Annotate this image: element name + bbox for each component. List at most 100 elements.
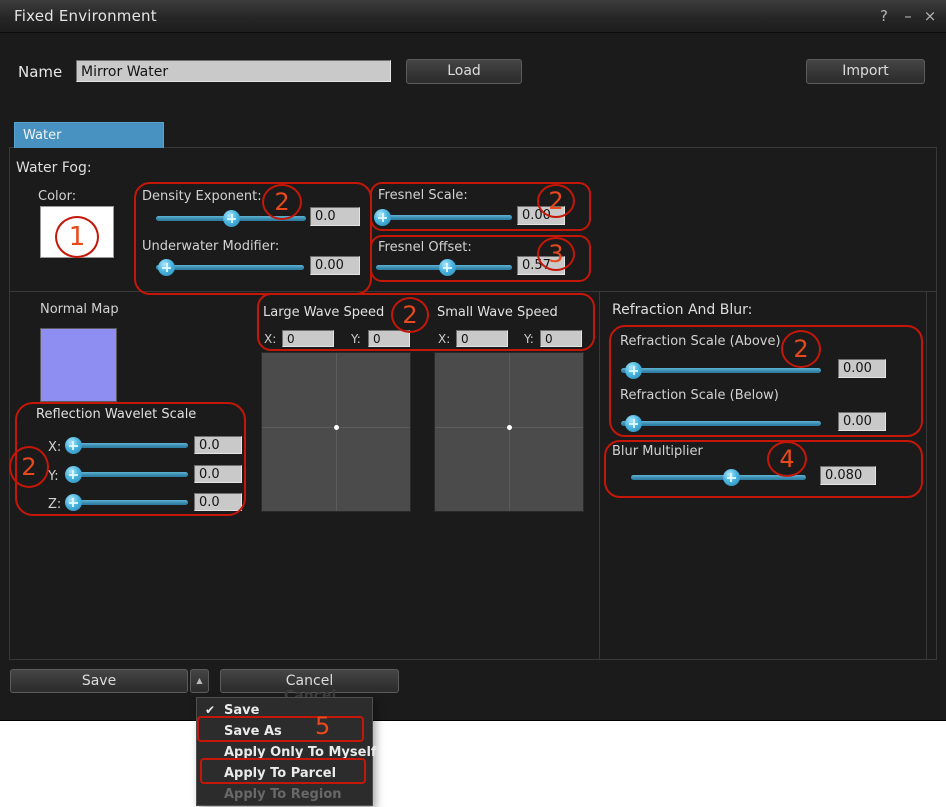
close-icon[interactable]: ×	[923, 7, 937, 25]
wavelet-x-value[interactable]: 0.0	[194, 436, 242, 454]
load-button[interactable]: Load	[406, 59, 522, 84]
wavelet-y-label: Y:	[48, 469, 59, 484]
refraction-below-slider-track[interactable]	[621, 421, 821, 426]
wavelet-y-slider-track[interactable]	[66, 472, 188, 477]
refraction-above-slider-handle[interactable]	[625, 362, 642, 379]
large-wave-x-value[interactable]: 0	[282, 330, 334, 347]
blur-multiplier-slider	[631, 469, 806, 486]
save-flyout-button[interactable]: ▲	[190, 669, 209, 693]
refraction-above-slider-track[interactable]	[621, 368, 821, 373]
normal-map-label: Normal Map	[40, 302, 119, 317]
name-label: Name	[18, 63, 63, 81]
menu-item-save-as[interactable]: Save As	[197, 721, 372, 742]
wavelet-z-slider	[64, 494, 188, 511]
menu-item-apply-only-to-myself[interactable]: Apply Only To Myself	[197, 742, 377, 763]
tab-water[interactable]: Water	[14, 122, 164, 148]
name-input[interactable]	[76, 60, 391, 82]
underwater-modifier-slider-track[interactable]	[156, 265, 304, 270]
menu-item-save-as-label: Save As	[224, 724, 282, 739]
small-wave-x-label: X:	[438, 332, 451, 346]
refraction-section-label: Refraction And Blur:	[612, 302, 753, 318]
wavelet-x-label: X:	[48, 440, 62, 455]
small-wave-speed-pad[interactable]	[434, 352, 584, 512]
fresnel-scale-label: Fresnel Scale:	[378, 188, 468, 203]
menu-item-apply-to-parcel[interactable]: Apply To Parcel	[197, 763, 372, 784]
small-wave-y-value[interactable]: 0	[540, 330, 582, 347]
fresnel-scale-slider-track[interactable]	[376, 215, 512, 220]
wavelet-y-value[interactable]: 0.0	[194, 465, 242, 483]
density-exponent-slider-handle[interactable]	[223, 210, 240, 227]
titlebar: Fixed Environment ? – ×	[0, 0, 946, 33]
check-icon: ✔	[205, 703, 216, 717]
vertical-divider-left	[599, 292, 600, 660]
large-wave-speed-label: Large Wave Speed	[263, 305, 385, 320]
refraction-below-slider-handle[interactable]	[625, 415, 642, 432]
small-wave-y-label: Y:	[524, 332, 534, 346]
refraction-above-label: Refraction Scale (Above)	[620, 334, 781, 349]
density-exponent-value[interactable]: 0.0	[310, 207, 360, 226]
blur-multiplier-slider-track[interactable]	[631, 475, 806, 480]
fresnel-scale-value[interactable]: 0.00	[517, 206, 565, 225]
wavelet-z-label: Z:	[48, 497, 62, 512]
wavelet-x-slider-track[interactable]	[66, 443, 188, 448]
large-wave-direction-dot[interactable]	[334, 425, 339, 430]
water-fog-color-swatch[interactable]	[40, 206, 114, 258]
wavelet-y-slider	[64, 466, 188, 483]
menu-item-save-label: Save	[224, 703, 260, 718]
fresnel-offset-slider-handle[interactable]	[438, 259, 456, 276]
density-exponent-label: Density Exponent:	[142, 189, 262, 204]
small-wave-direction-dot[interactable]	[507, 425, 512, 430]
small-wave-crosshair-v	[509, 353, 510, 511]
blur-multiplier-slider-handle[interactable]	[722, 469, 740, 486]
underwater-modifier-label: Underwater Modifier:	[142, 239, 280, 254]
refraction-below-value[interactable]: 0.00	[838, 412, 886, 431]
large-wave-y-label: Y:	[351, 332, 361, 346]
water-fog-section-label: Water Fog:	[16, 160, 92, 176]
large-wave-crosshair-v	[336, 353, 337, 511]
refraction-below-slider	[621, 415, 821, 432]
reflection-wavelet-scale-label: Reflection Wavelet Scale	[36, 407, 197, 422]
small-wave-x-value[interactable]: 0	[456, 330, 508, 347]
wavelet-y-slider-handle[interactable]	[64, 466, 82, 483]
blur-multiplier-label: Blur Multiplier	[612, 444, 703, 459]
wavelet-z-slider-track[interactable]	[66, 500, 188, 505]
underwater-modifier-slider-handle[interactable]	[158, 259, 176, 276]
density-exponent-slider	[156, 210, 306, 227]
underwater-modifier-value[interactable]: 0.00	[310, 256, 360, 275]
wavelet-z-slider-handle[interactable]	[64, 494, 82, 511]
fresnel-offset-label: Fresnel Offset:	[378, 240, 472, 255]
minimize-icon[interactable]: –	[904, 7, 912, 25]
refraction-above-slider	[621, 362, 821, 379]
menu-item-apply-only-to-myself-label: Apply Only To Myself	[224, 745, 377, 760]
large-wave-speed-pad[interactable]	[261, 352, 411, 512]
help-icon[interactable]: ?	[880, 7, 888, 25]
refraction-below-label: Refraction Scale (Below)	[620, 388, 779, 403]
wavelet-x-slider	[64, 437, 188, 454]
underwater-modifier-slider	[156, 259, 304, 276]
small-wave-speed-label: Small Wave Speed	[437, 305, 558, 320]
normal-map-swatch[interactable]	[40, 328, 117, 402]
fresnel-offset-slider	[376, 259, 512, 276]
fresnel-offset-value[interactable]: 0.57	[517, 256, 565, 275]
save-flyout-menu: ✔ Save Save As Apply Only To Myself Appl…	[196, 697, 377, 806]
wavelet-x-slider-handle[interactable]	[64, 437, 82, 454]
cancel-button[interactable]: Cancel	[220, 669, 399, 693]
refraction-above-value[interactable]: 0.00	[838, 359, 886, 378]
blur-multiplier-value[interactable]: 0.080	[820, 466, 876, 485]
menu-item-apply-to-parcel-label: Apply To Parcel	[224, 766, 337, 781]
color-label: Color:	[38, 189, 77, 204]
large-wave-y-value[interactable]: 0	[368, 330, 410, 347]
save-button[interactable]: Save	[10, 669, 188, 693]
tab-panel-frame	[9, 147, 937, 660]
large-wave-x-label: X:	[264, 332, 277, 346]
vertical-divider-right	[926, 292, 927, 660]
fresnel-scale-slider-handle[interactable]	[374, 209, 392, 226]
import-button[interactable]: Import	[806, 59, 925, 84]
menu-item-apply-to-region: Apply To Region	[197, 784, 372, 805]
section-divider	[9, 291, 937, 292]
menu-item-save[interactable]: ✔ Save	[197, 700, 372, 721]
fixed-environment-window: Fixed Environment ? – × Name Load Import…	[0, 0, 946, 721]
fresnel-scale-slider	[374, 209, 512, 226]
wavelet-z-value[interactable]: 0.0	[194, 493, 242, 511]
